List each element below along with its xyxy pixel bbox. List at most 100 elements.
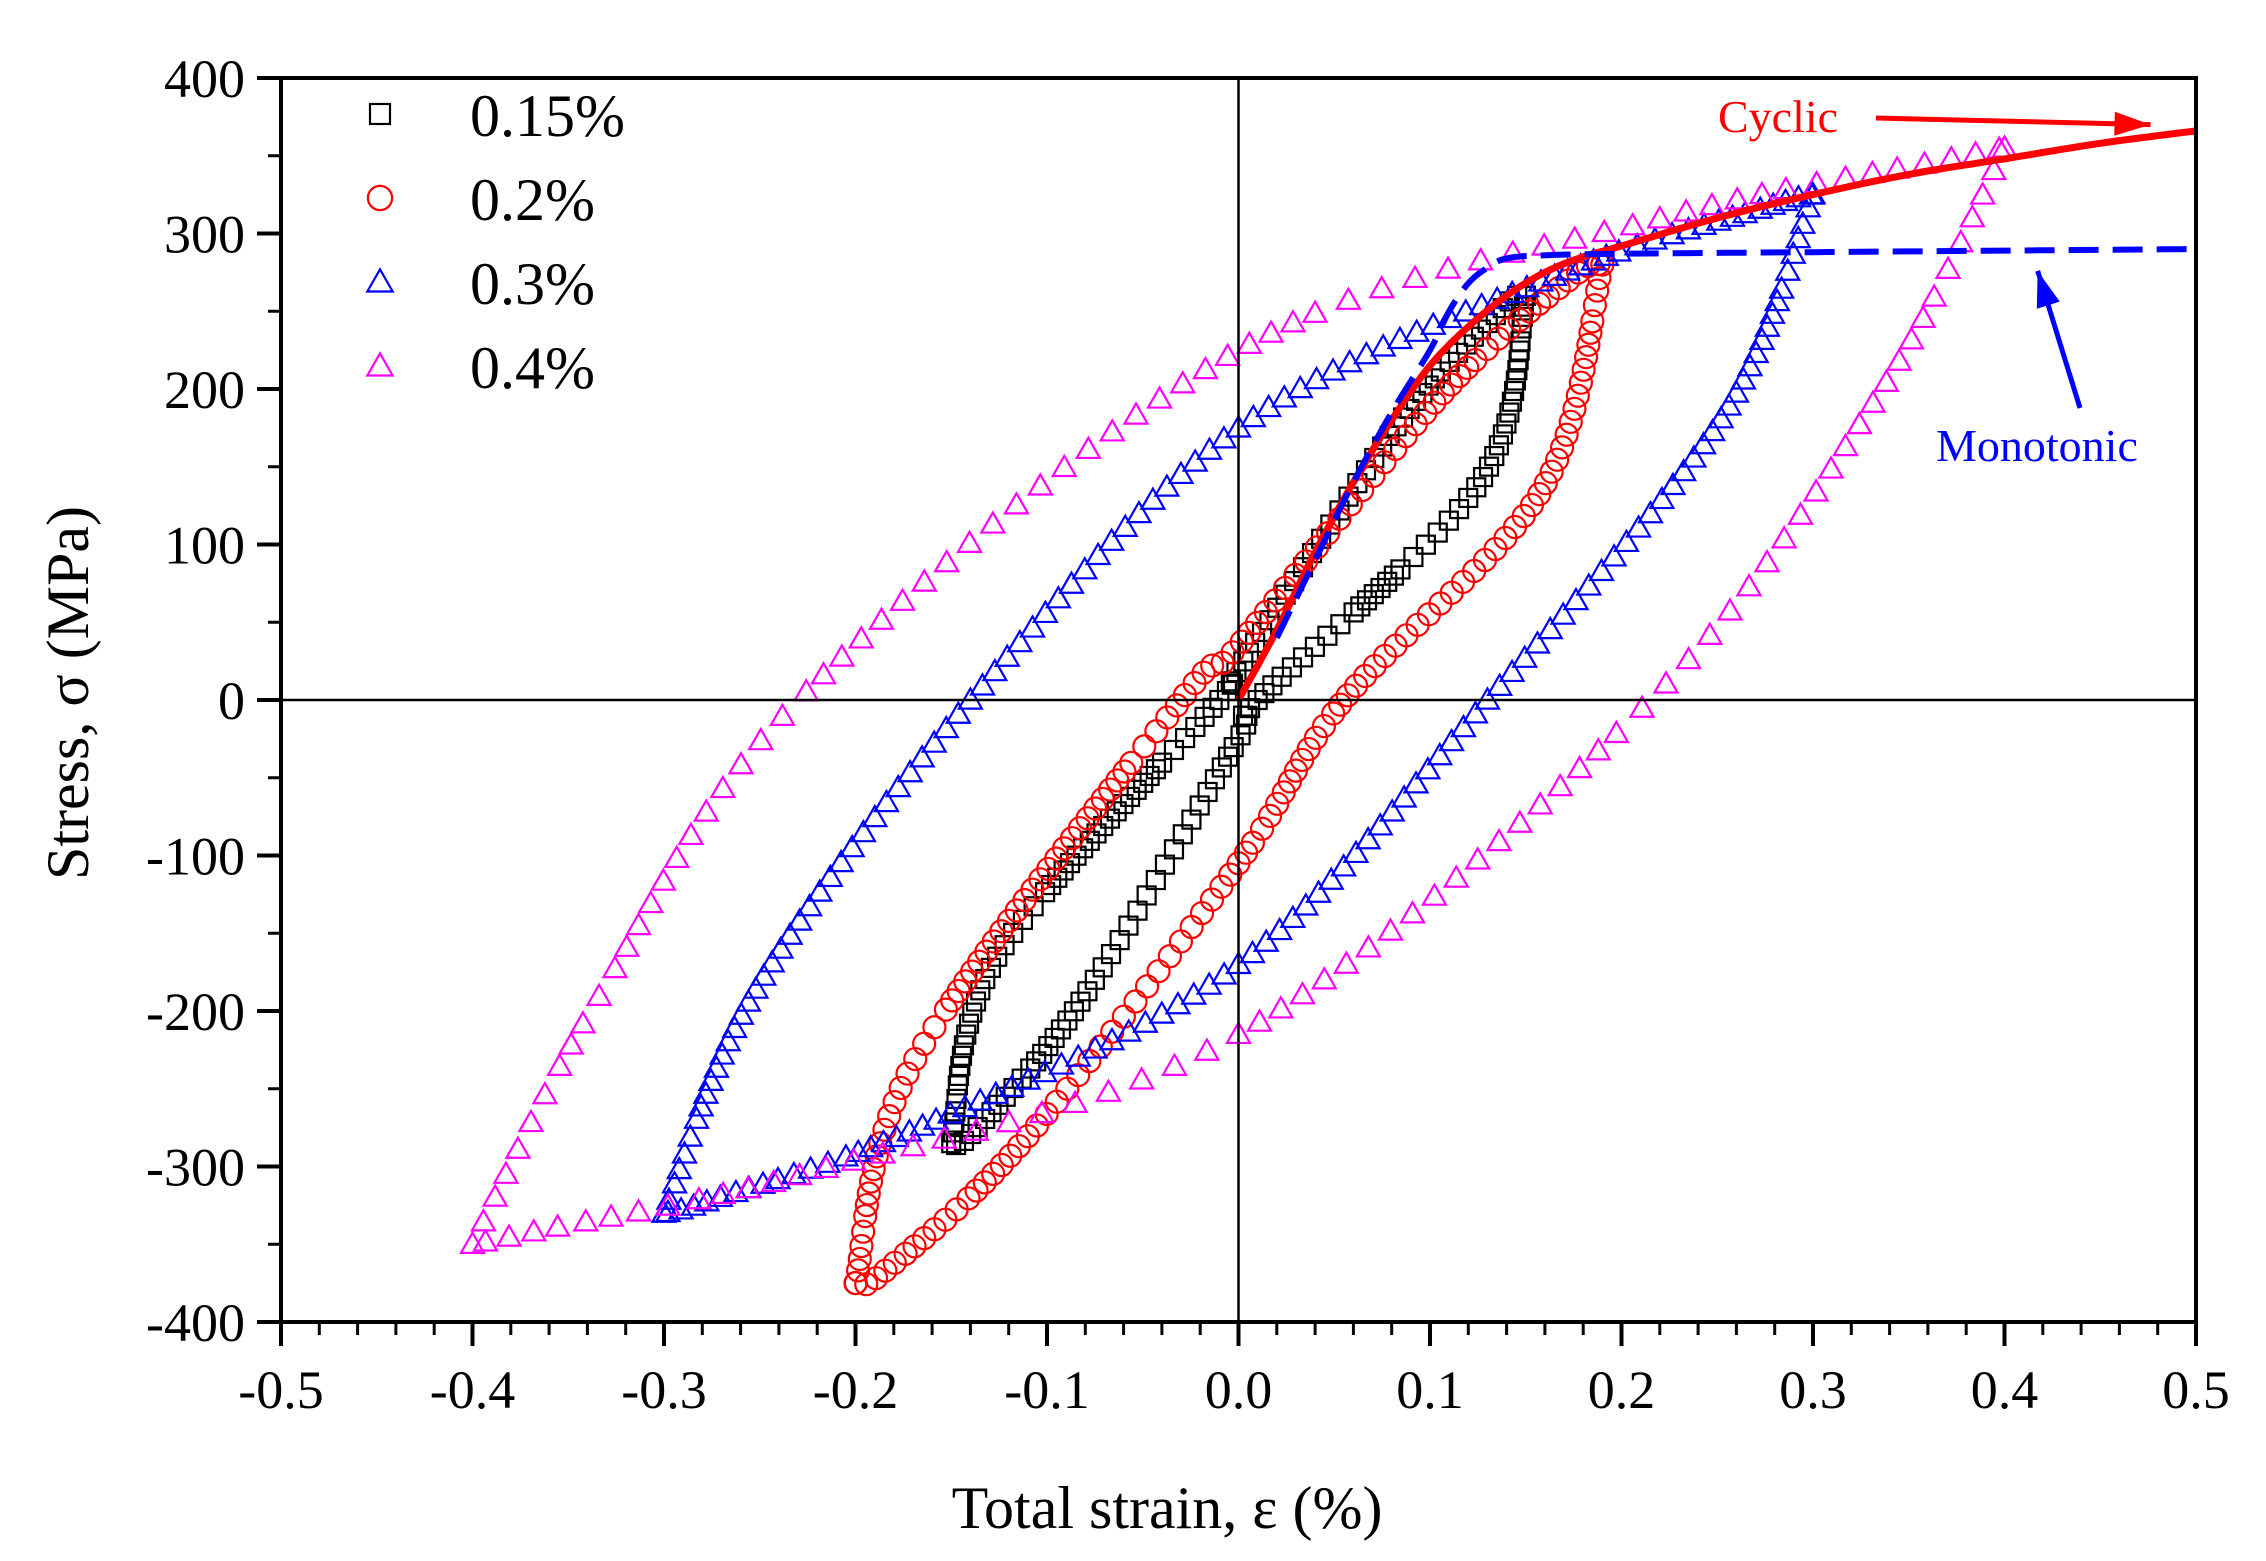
- marker-0.3%-145: [1305, 879, 1332, 903]
- marker-0.3%-136: [1414, 755, 1442, 780]
- marker-0.15%-33: [1106, 801, 1127, 822]
- marker-0.3%-38: [981, 657, 1009, 682]
- marker-0.3%-121: [1600, 543, 1628, 567]
- marker-0.3%-2: [661, 1169, 688, 1194]
- marker-0.2%-43: [1105, 768, 1130, 793]
- marker-0.15%-173: [953, 1130, 975, 1151]
- marker-0.3%-14: [727, 1001, 755, 1025]
- marker-0.3%-53: [1181, 448, 1209, 472]
- marker-0.15%-124: [1317, 625, 1338, 646]
- marker-0.2%-19: [922, 1015, 947, 1040]
- marker-0.15%-102: [1496, 413, 1517, 434]
- marker-0.2%-147: [1209, 874, 1234, 899]
- marker-0.15%-9: [953, 1035, 975, 1056]
- marker-0.4%-113: [1246, 1008, 1273, 1032]
- marker-0.2%-5: [853, 1204, 878, 1229]
- marker-0.4%-41: [1192, 355, 1219, 380]
- marker-0.3%-168: [951, 1093, 979, 1118]
- marker-0.4%-48: [1368, 274, 1396, 299]
- marker-0.15%-111: [1438, 510, 1459, 531]
- legend-symbol-0.3%: [365, 267, 395, 293]
- marker-0.2%-44: [1112, 759, 1137, 784]
- marker-0.3%-160: [1081, 1035, 1109, 1059]
- marker-0.4%-54: [1561, 225, 1589, 249]
- marker-0.4%-52: [1499, 239, 1527, 263]
- marker-0.4%-32: [979, 510, 1007, 534]
- marker-0.4%-129: [760, 1168, 788, 1193]
- marker-0.4%-101: [1506, 809, 1534, 833]
- x-tick-label--0.1: -0.1: [1004, 1360, 1089, 1420]
- marker-0.2%-53: [1200, 653, 1225, 678]
- marker-0.15%-99: [1503, 380, 1525, 402]
- marker-0.15%-103: [1492, 424, 1514, 445]
- marker-0.4%-35: [1050, 453, 1078, 478]
- marker-0.2%-95: [1585, 278, 1610, 303]
- marker-0.3%-125: [1549, 601, 1577, 625]
- marker-0.4%-76: [1934, 255, 1962, 279]
- marker-0.2%-48: [1155, 705, 1180, 730]
- x-tick-label-0.1: 0.1: [1396, 1360, 1464, 1420]
- marker-0.15%-112: [1427, 522, 1448, 543]
- marker-0.3%-25: [827, 848, 855, 873]
- marker-0.15%-41: [1163, 739, 1185, 761]
- marker-0.2%-77: [1438, 372, 1464, 397]
- marker-0.15%-120: [1356, 590, 1378, 611]
- marker-0.4%-45: [1279, 309, 1307, 333]
- legend-marker-0.4: [365, 351, 395, 377]
- marker-0.4%-1: [470, 1208, 497, 1232]
- marker-0.4%-59: [1698, 191, 1726, 216]
- marker-0.3%-155: [1164, 990, 1192, 1015]
- marker-0.3%-149: [1252, 928, 1280, 952]
- legend-label-0.15: 0.15%: [470, 83, 625, 149]
- marker-0.4%-119: [1061, 1089, 1089, 1114]
- legend-label-0.3: 0.3%: [470, 251, 595, 317]
- marker-0.15%-140: [1204, 769, 1226, 790]
- marker-0.4%-126: [840, 1147, 868, 1171]
- marker-0.15%-92: [1512, 306, 1533, 327]
- marker-0.4%-2: [481, 1183, 509, 1207]
- marker-0.3%-46: [1084, 541, 1112, 566]
- marker-0.15%-125: [1304, 636, 1326, 657]
- marker-0.3%-48: [1111, 513, 1139, 537]
- marker-0.3%-61: [1303, 365, 1330, 390]
- marker-0.3%-50: [1139, 486, 1167, 510]
- marker-0.2%-3: [849, 1233, 874, 1259]
- y-tick-label-300: 300: [164, 205, 245, 265]
- marker-0.3%-105: [1748, 326, 1776, 350]
- marker-0.2%-101: [1571, 357, 1596, 382]
- legend-marker-0.15: [368, 102, 392, 126]
- marker-0.3%-33: [920, 729, 948, 753]
- marker-0.15%-139: [1211, 757, 1232, 778]
- marker-0.4%-139: [495, 1223, 523, 1247]
- marker-0.3%-32: [908, 744, 936, 768]
- marker-0.15%-153: [1092, 957, 1113, 978]
- marker-0.3%-115: [1670, 457, 1698, 482]
- marker-0.2%-100: [1574, 345, 1599, 370]
- marker-0.3%-134: [1438, 727, 1465, 752]
- marker-0.4%-98: [1566, 754, 1593, 779]
- arrow-cyclic-head: [2114, 111, 2151, 136]
- marker-0.15%-39: [1145, 759, 1167, 780]
- marker-0.2%-182: [854, 1272, 879, 1297]
- marker-0.3%-116: [1659, 471, 1687, 496]
- legend-label-0.4: 0.4%: [470, 335, 595, 401]
- marker-0.2%-4: [851, 1219, 876, 1244]
- marker-0.3%-173: [882, 1123, 910, 1148]
- marker-0.15%-122: [1343, 602, 1364, 623]
- marker-0.4%-106: [1399, 899, 1426, 924]
- marker-0.3%-129: [1498, 658, 1526, 683]
- marker-0.15%-138: [1217, 746, 1239, 767]
- marker-0.4%-136: [572, 1208, 600, 1232]
- marker-0.4%-24: [810, 660, 837, 685]
- marker-0.2%-155: [1123, 989, 1148, 1014]
- marker-0.4%-87: [1787, 501, 1814, 525]
- y-tick-label--100: -100: [146, 827, 245, 887]
- marker-0.4%-13: [625, 911, 652, 936]
- marker-0.2%-131: [1328, 692, 1353, 717]
- marker-0.4%-94: [1652, 670, 1680, 694]
- marker-0.4%-4: [504, 1135, 532, 1159]
- marker-0.4%-125: [869, 1140, 897, 1164]
- x-tick-label-0.3: 0.3: [1779, 1360, 1847, 1420]
- x-tick-label-0.2: 0.2: [1588, 1360, 1656, 1420]
- marker-0.15%-37: [1133, 772, 1154, 793]
